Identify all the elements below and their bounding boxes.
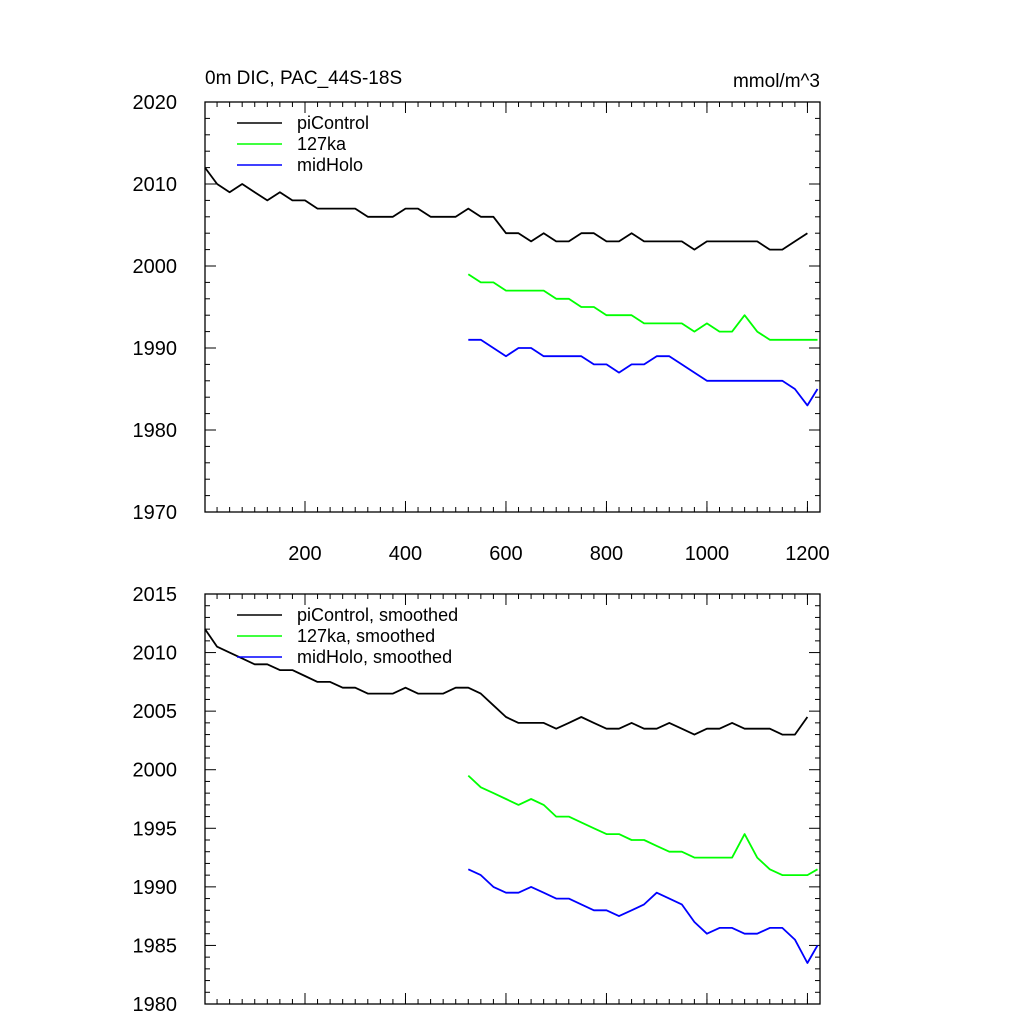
bottom-panel: 1980 1985 1990 1995 2000 2005 2010 2015 piContro… (133, 584, 821, 1016)
x-tick-label: 1200 (785, 543, 830, 565)
y-tick-label: 2005 (133, 701, 178, 723)
y-tick-label: 1970 (133, 502, 178, 524)
y-tick-label: 1980 (133, 420, 178, 442)
x-tick-label: 200 (288, 543, 321, 565)
y-tick-label: 1990 (133, 877, 178, 899)
chart-title: 0m DIC, PAC_44S-18S (205, 68, 402, 89)
series-line (204, 628, 809, 736)
y-tick-label: 2000 (133, 760, 178, 782)
x-tick-label: 400 (389, 543, 422, 565)
series-line (468, 338, 819, 407)
series-line (467, 273, 818, 341)
y-tick-label: 2000 (133, 256, 178, 278)
series-line (204, 167, 808, 251)
legend-label: piControl, smoothed (297, 605, 458, 625)
x-tick-label: 1000 (685, 543, 730, 565)
legend-label: piControl (297, 113, 369, 133)
y-tick-label: 1985 (133, 935, 178, 957)
units-label: mmol/m^3 (733, 71, 820, 92)
y-tick-label: 1995 (133, 818, 178, 840)
x-tick-label: 600 (489, 543, 522, 565)
series-line (467, 868, 819, 964)
y-tick-label: 2015 (133, 584, 178, 606)
y-tick-label: 2010 (133, 174, 178, 196)
y-tick-label: 1990 (133, 338, 178, 360)
y-tick-label: 1980 (133, 994, 178, 1016)
y-tick-label: 2010 (133, 643, 178, 665)
y-tick-label: 2020 (133, 92, 178, 114)
legend-label: midHolo (297, 155, 363, 175)
plot-frame (204, 593, 821, 1005)
legend-label: 127ka, smoothed (297, 626, 435, 646)
series-line (467, 774, 818, 876)
x-tick-label: 800 (590, 543, 623, 565)
legend-label: 127ka (297, 134, 347, 154)
plot-frame (204, 101, 821, 513)
top-panel: 200 400 600 800 1000 1200 1970 1980 1990 2000 2010… (133, 92, 830, 565)
legend-label: midHolo, smoothed (297, 647, 452, 667)
